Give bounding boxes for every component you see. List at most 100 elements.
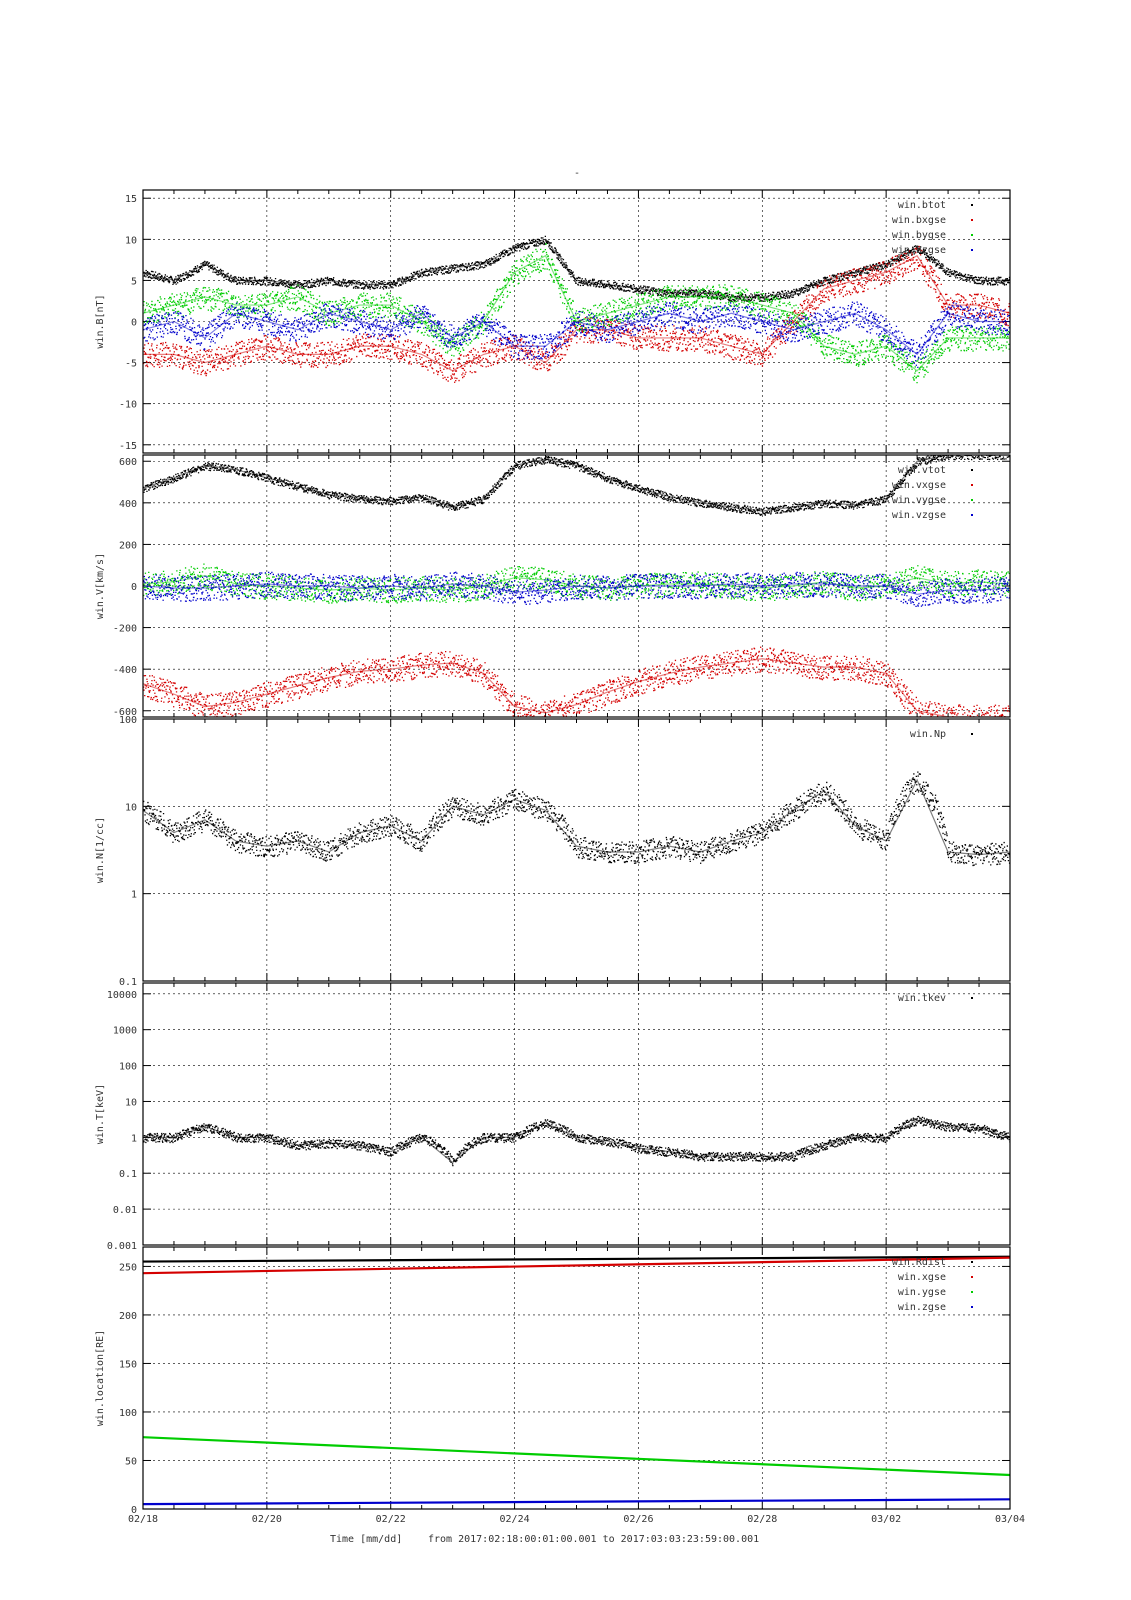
figure-title: - bbox=[574, 168, 580, 179]
x-tick-label: 02/22 bbox=[376, 1514, 406, 1525]
y-tick-label: 200 bbox=[119, 1311, 137, 1322]
series-line-win.xgse bbox=[143, 1256, 1010, 1275]
legend-marker bbox=[971, 514, 973, 516]
y-tick-label: 100 bbox=[119, 1062, 137, 1073]
panel-frame bbox=[142, 454, 1011, 718]
y-tick-label: 15 bbox=[125, 194, 137, 205]
series-points-win.vtot bbox=[143, 455, 1010, 516]
series-trend-win.bzgse bbox=[143, 312, 1010, 356]
x-tick-label: 02/26 bbox=[623, 1514, 653, 1525]
y-axis-label: win.location[RE] bbox=[95, 1330, 106, 1426]
x-tick-label: 03/04 bbox=[995, 1514, 1025, 1525]
y-tick-label: 150 bbox=[119, 1359, 137, 1370]
legend-marker bbox=[971, 1276, 973, 1278]
x-tick-label: 02/24 bbox=[500, 1514, 530, 1525]
legend-marker bbox=[971, 1261, 973, 1263]
panel-frame bbox=[142, 982, 1011, 1246]
panel-frame bbox=[142, 189, 1011, 454]
y-tick-label: 10 bbox=[125, 1097, 137, 1108]
y-tick-label: -400 bbox=[113, 665, 137, 676]
y-tick-label: 400 bbox=[119, 499, 137, 510]
plot-area bbox=[143, 771, 1010, 867]
legend-marker bbox=[971, 249, 973, 251]
series-line-win.Rdist bbox=[143, 1255, 1010, 1263]
y-axis-label: win.V[km/s] bbox=[95, 553, 106, 619]
y-tick-label: 10 bbox=[125, 802, 137, 813]
x-tick-label: 03/02 bbox=[871, 1514, 901, 1525]
y-tick-label: 100 bbox=[119, 715, 137, 726]
panel-1: -15 -10 -5 0 5 10 15 win.B[nT] win.btot win.bxgse… bbox=[95, 189, 1011, 454]
legend-marker bbox=[971, 234, 973, 236]
y-tick-label: 250 bbox=[119, 1262, 137, 1273]
plot-area bbox=[143, 455, 1010, 717]
y-tick-label: 5 bbox=[131, 276, 137, 287]
y-tick-label: 600 bbox=[119, 457, 137, 468]
x-tick-label: 02/20 bbox=[252, 1514, 282, 1525]
time-range-label: from 2017:02:18:00:01:00.001 to 2017:03:… bbox=[428, 1534, 759, 1545]
y-tick-label: 1 bbox=[131, 890, 137, 901]
y-tick-label: 0 bbox=[131, 318, 137, 329]
legend-label: win.vzgse bbox=[892, 510, 946, 521]
legend-label: win.Rdist bbox=[892, 1257, 946, 1268]
y-tick-label: 1 bbox=[131, 1133, 137, 1144]
y-tick-label: -600 bbox=[113, 707, 137, 718]
legend-marker bbox=[971, 469, 973, 471]
legend-marker bbox=[971, 997, 973, 999]
y-tick-label: -10 bbox=[119, 400, 137, 411]
legend-label: win.Np bbox=[910, 729, 946, 740]
legend-label: win.vygse bbox=[892, 495, 946, 506]
panel-frame bbox=[142, 1246, 1011, 1510]
series-trend-win.btot bbox=[143, 238, 1010, 298]
y-tick-label: 10000 bbox=[107, 990, 137, 1001]
panels: -15-10-5051015win.B[nT]win.btotwin.bxgse… bbox=[95, 189, 1025, 1525]
legend-marker bbox=[971, 1306, 973, 1308]
y-tick-label: 0.1 bbox=[119, 977, 137, 988]
panel-4: 0.001 0.01 0.1 1 10 100 1000 10000 win.T[keV] win… bbox=[95, 982, 1011, 1252]
panel-2: -600 -400 -200 0 200 400 600 win.V[km/s] win.vto… bbox=[95, 454, 1011, 718]
y-tick-label: -5 bbox=[125, 359, 137, 370]
y-tick-label: 100 bbox=[119, 1408, 137, 1419]
panel-5: 02/18 02/20 02/22 02/24 02/26 02/28 03/02 03/04… bbox=[95, 1246, 1025, 1525]
y-tick-label: 0 bbox=[131, 582, 137, 593]
plot-area bbox=[143, 1255, 1010, 1506]
y-tick-label: 0.1 bbox=[119, 1169, 137, 1180]
series-points-win.bygse bbox=[143, 243, 1010, 384]
panel-frame bbox=[142, 718, 1011, 982]
series-trend-win.bxgse bbox=[143, 254, 1010, 372]
y-tick-label: 1000 bbox=[113, 1026, 137, 1037]
legend-label: win.bygse bbox=[892, 230, 946, 241]
y-tick-label: -200 bbox=[113, 624, 137, 635]
x-tick-label: 02/28 bbox=[747, 1514, 777, 1525]
legend-marker bbox=[971, 499, 973, 501]
series-line-win.ygse bbox=[143, 1436, 1010, 1477]
legend-label: win.vtot bbox=[898, 465, 946, 476]
y-tick-label: 0 bbox=[131, 1505, 137, 1516]
series-points-win.vxgse bbox=[143, 646, 1010, 717]
legend-marker bbox=[971, 484, 973, 486]
legend-label: win.zgse bbox=[898, 1302, 946, 1313]
y-axis-label: win.B[nT] bbox=[95, 294, 106, 348]
series-trend-win.vxgse bbox=[143, 658, 1010, 717]
series-points-win.vygse bbox=[143, 563, 1010, 604]
series-points-win.bzgse bbox=[143, 301, 1010, 368]
legend-label: win.bzgse bbox=[892, 245, 946, 256]
time-axis-label: Time [mm/dd] bbox=[330, 1534, 402, 1545]
y-tick-label: 50 bbox=[125, 1456, 137, 1467]
series-trend-win.vzgse bbox=[143, 583, 1010, 595]
plot-area bbox=[143, 235, 1010, 384]
series-points-win.Np bbox=[143, 771, 1010, 867]
series-trend-win.Np bbox=[143, 778, 1010, 856]
series-trend-win.vtot bbox=[143, 455, 1010, 512]
legend-marker bbox=[971, 733, 973, 735]
y-axis-label: win.N[1/cc] bbox=[95, 817, 106, 883]
series-line-win.zgse bbox=[143, 1498, 1010, 1506]
y-tick-label: 0.001 bbox=[107, 1241, 137, 1252]
y-tick-label: 200 bbox=[119, 540, 137, 551]
panel-3: 0.1 1 10 100 win.N[1/cc] win.Np bbox=[95, 715, 1011, 988]
legend-label: win.btot bbox=[898, 200, 946, 211]
legend-label: win.xgse bbox=[898, 1272, 946, 1283]
legend-label: win.bxgse bbox=[892, 215, 946, 226]
y-tick-label: -15 bbox=[119, 441, 137, 452]
series-trend-win.tkev bbox=[143, 1119, 1010, 1164]
